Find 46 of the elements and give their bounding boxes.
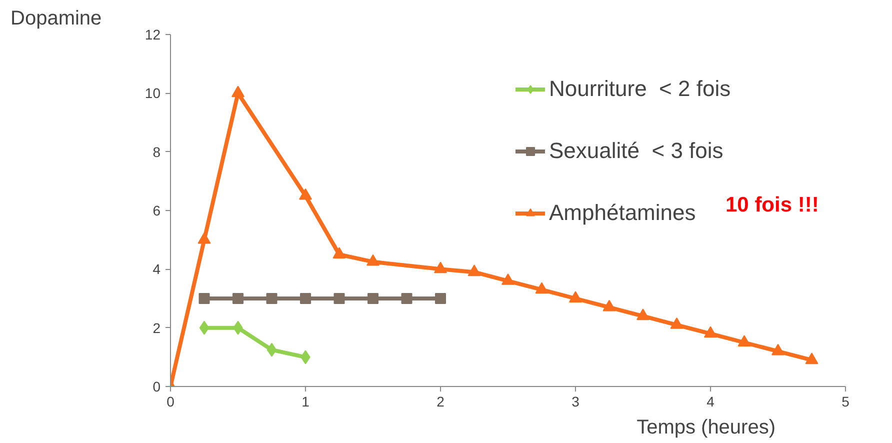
y-tick-label: 6 [152,202,161,218]
point [772,344,784,356]
x-tick-label: 4 [706,394,715,410]
legend-label: Sexualité < 3 fois [549,138,724,164]
y-tick-label: 0 [152,378,161,394]
point [368,293,378,304]
point [670,317,684,329]
point [198,232,211,244]
point [232,293,244,304]
x-tick-label: 2 [436,394,445,410]
annotation: 10 fois !!! [726,194,819,216]
point [300,293,311,304]
legend-label: Nourriture < 2 fois [549,76,731,102]
point [636,308,650,320]
point [434,262,447,274]
y-axis-title: Dopamine [10,8,102,30]
point [704,326,717,338]
y-tick-label: 12 [144,26,161,42]
point [199,320,210,335]
point [266,293,278,304]
point [232,86,244,98]
point [198,293,210,304]
point [266,342,277,357]
x-tick-label: 5 [842,394,850,410]
point [805,352,818,364]
point [334,293,345,304]
y-tick-label: 8 [152,144,161,160]
x-tick-label: 1 [302,394,310,410]
y-tick-label: 4 [152,261,161,278]
point [535,282,548,294]
point [738,335,751,346]
point [435,293,446,304]
y-tick-label: 2 [152,320,161,336]
point [569,291,582,302]
legend-label: Amphétamines [549,200,696,226]
point [468,264,481,276]
point [502,273,514,285]
point [401,293,412,304]
point [366,254,380,266]
point [299,188,312,200]
x-tick-label: 0 [166,394,175,410]
x-axis-title: Temps (heures) [636,416,776,438]
x-tick-label: 3 [572,394,580,410]
point [602,300,616,312]
y-tick-label: 10 [144,85,161,102]
point [332,247,346,258]
